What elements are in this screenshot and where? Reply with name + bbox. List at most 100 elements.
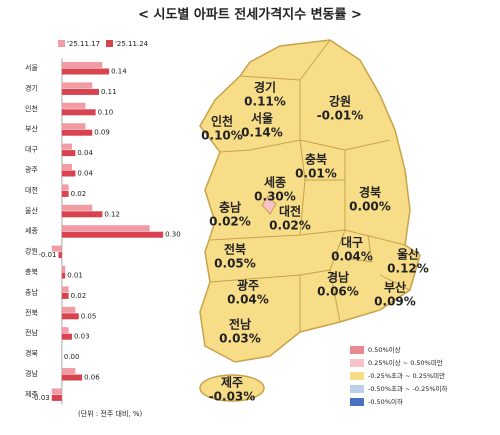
map-jeju bbox=[199, 374, 265, 402]
region-value: 0.04% bbox=[227, 293, 269, 307]
category-label: 대전 bbox=[25, 185, 38, 194]
value-label: 0.01 bbox=[67, 272, 83, 280]
value-label: 0.30 bbox=[165, 231, 181, 239]
value-label: 0.10 bbox=[98, 108, 114, 116]
map-legend-swatch bbox=[350, 346, 364, 354]
region-name: 제주 bbox=[221, 376, 243, 390]
category-label: 인천 bbox=[25, 104, 38, 113]
region-name: 서울 bbox=[251, 111, 273, 126]
category-label: 서울 bbox=[25, 63, 38, 72]
region-name: 충남 bbox=[219, 200, 241, 215]
category-label: 경남 bbox=[25, 369, 38, 378]
value-label: 0.05 bbox=[81, 312, 97, 320]
category-label: 대구 bbox=[25, 146, 38, 154]
category-label: 울산 bbox=[25, 206, 38, 215]
region-value: 0.04% bbox=[331, 250, 373, 264]
category-label: 충북 bbox=[25, 267, 38, 276]
map-borders bbox=[209, 39, 411, 332]
map-legend-swatch bbox=[350, 372, 364, 380]
map-legend-label: -0.50%초과 ~ -0.25%이하 bbox=[368, 384, 448, 393]
bar bbox=[61, 143, 72, 150]
bar bbox=[61, 102, 86, 109]
category-label: 경북 bbox=[25, 349, 38, 358]
bar bbox=[61, 231, 164, 238]
region-value: 0.12% bbox=[387, 262, 429, 276]
category-label: 전북 bbox=[25, 308, 38, 317]
map-legend-label: 0.25%이상 ~ 0.50%미만 bbox=[368, 358, 443, 367]
value-label: 0.11 bbox=[101, 88, 117, 96]
map-legend-swatch bbox=[350, 359, 364, 367]
value-label: 0.00 bbox=[64, 353, 80, 361]
bar bbox=[61, 123, 86, 130]
region-name: 강원 bbox=[329, 95, 351, 109]
bar bbox=[61, 62, 103, 68]
region-name: 충북 bbox=[305, 152, 327, 167]
region-value: 0.02% bbox=[209, 215, 251, 229]
bar bbox=[61, 129, 93, 136]
value-label: 0.14 bbox=[111, 68, 127, 76]
title: < 시도별 아파트 전세가격지수 변동률 > bbox=[138, 7, 362, 23]
map-legend-swatch bbox=[350, 398, 364, 406]
region-value: 0.11% bbox=[244, 95, 286, 109]
region-value: 0.06% bbox=[317, 285, 359, 299]
region-value: -0.01% bbox=[317, 109, 364, 123]
value-label: 0.03 bbox=[74, 333, 90, 341]
category-label: 부산 bbox=[25, 124, 38, 133]
value-label: 0.06 bbox=[84, 374, 100, 382]
legend-swatch bbox=[106, 40, 113, 47]
unit-note: (단위 : 전주 대비, %) bbox=[78, 409, 143, 418]
map bbox=[199, 39, 421, 402]
map-legend-label: 0.50%이상 bbox=[368, 345, 401, 354]
category-label: 충남 bbox=[25, 287, 38, 296]
category-label: 세종 bbox=[25, 226, 38, 235]
bar bbox=[61, 164, 72, 170]
region-value: 0.09% bbox=[374, 295, 416, 309]
region-name: 광주 bbox=[237, 278, 259, 293]
legend-label: '25.11.17 bbox=[67, 40, 100, 48]
region-value: 0.14% bbox=[241, 126, 283, 140]
bar bbox=[61, 286, 69, 293]
bar bbox=[61, 211, 103, 218]
category-label: 경기 bbox=[25, 83, 38, 92]
bar bbox=[61, 68, 110, 75]
region-name: 경북 bbox=[359, 186, 381, 200]
bar bbox=[61, 266, 66, 272]
value-label: -0.03 bbox=[32, 394, 50, 402]
region-name: 경기 bbox=[254, 80, 276, 95]
bar bbox=[61, 374, 83, 381]
bar bbox=[61, 225, 150, 232]
map-legend-label: -0.50%이하 bbox=[368, 397, 403, 406]
bar bbox=[61, 204, 93, 211]
sejong-region bbox=[261, 195, 277, 215]
region-name: 부산 bbox=[384, 280, 406, 295]
bar bbox=[58, 252, 62, 259]
bar bbox=[51, 388, 62, 395]
bar bbox=[61, 313, 79, 320]
region-name: 경남 bbox=[327, 270, 349, 285]
bar bbox=[61, 333, 72, 340]
region-name: 대구 bbox=[341, 236, 363, 250]
value-label: 0.09 bbox=[94, 129, 110, 137]
category-label: 광주 bbox=[25, 166, 38, 174]
region-value: 0.02% bbox=[269, 219, 311, 233]
bar bbox=[61, 82, 93, 89]
bar bbox=[51, 245, 62, 252]
value-label: 0.04 bbox=[77, 149, 93, 157]
region-name: 전남 bbox=[229, 317, 251, 332]
region-name: 전북 bbox=[224, 242, 246, 257]
bar bbox=[51, 394, 62, 401]
value-label: 0.04 bbox=[77, 170, 93, 178]
bar bbox=[61, 184, 69, 191]
region-value: 0.05% bbox=[214, 257, 256, 271]
bar bbox=[61, 368, 76, 374]
bar bbox=[61, 170, 76, 177]
bar bbox=[61, 272, 66, 279]
map-legend-swatch bbox=[350, 385, 364, 393]
category-label: 강원 bbox=[25, 247, 38, 256]
bar bbox=[61, 327, 69, 334]
value-label: 0.12 bbox=[104, 210, 120, 218]
region-value: -0.03% bbox=[209, 390, 256, 404]
legend-label: '25.11.24 bbox=[115, 40, 149, 48]
bar bbox=[61, 292, 69, 299]
region-name: 울산 bbox=[397, 247, 419, 262]
